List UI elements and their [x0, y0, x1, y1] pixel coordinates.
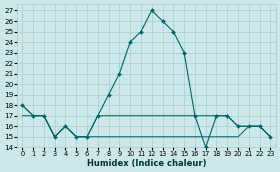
X-axis label: Humidex (Indice chaleur): Humidex (Indice chaleur) — [87, 159, 206, 168]
